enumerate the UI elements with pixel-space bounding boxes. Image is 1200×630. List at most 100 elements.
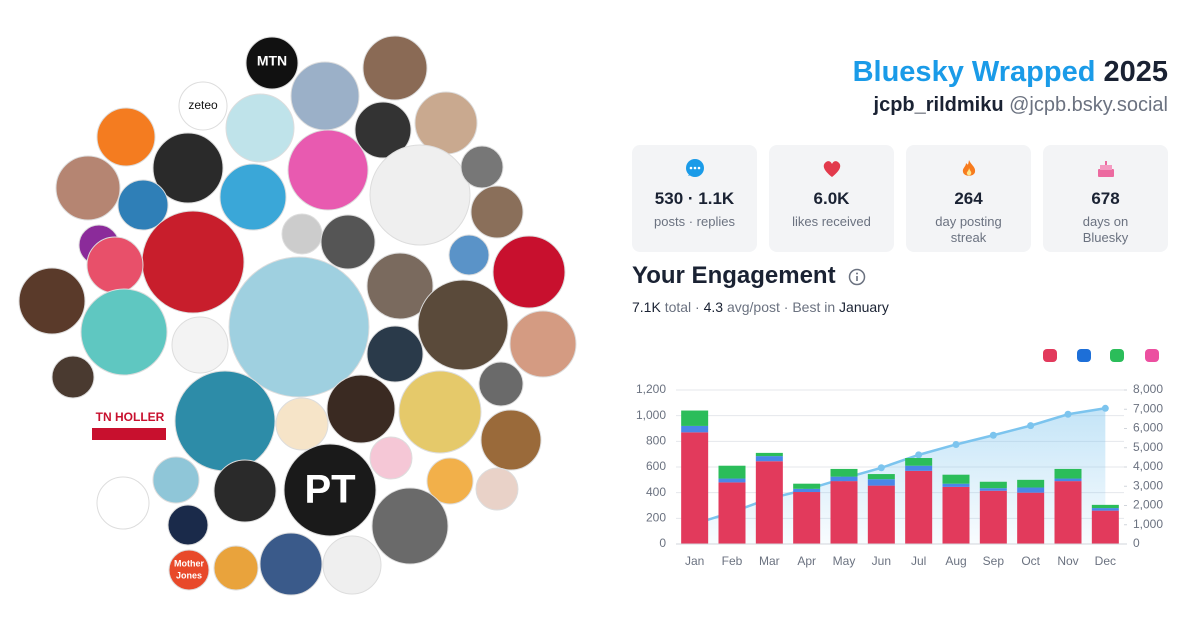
summary-text: total · bbox=[664, 299, 700, 315]
avatar bbox=[371, 487, 449, 565]
avatar bbox=[152, 456, 200, 504]
title-brand: Bluesky Wrapped bbox=[852, 56, 1096, 88]
avatar bbox=[55, 155, 121, 221]
avatar bbox=[369, 144, 471, 246]
bar-segment bbox=[979, 488, 1007, 491]
avatar bbox=[96, 107, 156, 167]
bar-segment bbox=[718, 465, 746, 479]
bar-segment bbox=[681, 425, 709, 433]
avatar-logo: Mother bbox=[174, 558, 204, 568]
stat-card: 6.0K likes received bbox=[769, 145, 894, 252]
bar-segment bbox=[905, 458, 933, 466]
y2-tick-label: 4,000 bbox=[1133, 459, 1163, 473]
bar-segment bbox=[830, 468, 858, 477]
y2-tick-label: 0 bbox=[1133, 536, 1140, 550]
bar-segment bbox=[1054, 468, 1082, 479]
x-tick-label: Jun bbox=[872, 554, 891, 568]
avatar bbox=[178, 81, 228, 131]
x-tick-label: May bbox=[833, 554, 856, 568]
avatar bbox=[168, 549, 210, 591]
line-point bbox=[915, 451, 923, 459]
bar-segment bbox=[867, 474, 895, 480]
avatar bbox=[448, 234, 490, 276]
stat-cards: 530 · 1.1K posts · replies 6.0K likes re… bbox=[632, 145, 1168, 252]
legend-icon bbox=[1145, 349, 1159, 362]
avatar bbox=[417, 279, 509, 371]
x-tick-label: Jan bbox=[685, 554, 704, 568]
bar-segment bbox=[1017, 479, 1045, 488]
user: jcpb_rildmiku @jcpb.bsky.social bbox=[874, 94, 1168, 117]
bar-segment bbox=[1091, 508, 1119, 511]
bar-segment bbox=[681, 432, 709, 544]
icon-cake bbox=[1097, 161, 1114, 177]
legend-icon bbox=[1077, 349, 1091, 362]
x-tick-label: Jul bbox=[911, 554, 926, 568]
bar-segment bbox=[1054, 481, 1082, 544]
stat-label: likes received bbox=[792, 214, 871, 229]
summary-text: avg/post · Best in bbox=[726, 299, 836, 315]
stat-card: 530 · 1.1K posts · replies bbox=[632, 145, 757, 252]
y-tick-label: 0 bbox=[659, 536, 666, 550]
avatar bbox=[366, 325, 424, 383]
y-tick-label: 400 bbox=[646, 485, 666, 499]
stat-label: days on Bluesky bbox=[1082, 214, 1129, 245]
line-point bbox=[1101, 404, 1109, 412]
avatar bbox=[86, 236, 144, 294]
bar-segment bbox=[942, 486, 970, 544]
info-icon[interactable] bbox=[848, 268, 866, 286]
avatar bbox=[478, 361, 524, 407]
bar-segment bbox=[793, 492, 821, 544]
bar-segment bbox=[867, 485, 895, 544]
avatar bbox=[174, 370, 276, 472]
line-point bbox=[1064, 410, 1072, 418]
engagement-title-text: Your Engagement bbox=[632, 262, 836, 289]
y-tick-label: 600 bbox=[646, 459, 666, 473]
summary-total: 7.1K bbox=[632, 299, 661, 315]
summary-avg: 4.3 bbox=[703, 299, 724, 315]
bar-segment bbox=[1091, 510, 1119, 544]
icon-fire bbox=[962, 160, 975, 176]
bar-segment bbox=[1091, 504, 1119, 509]
y2-tick-label: 2,000 bbox=[1133, 498, 1163, 512]
line-point bbox=[989, 431, 997, 439]
y2-tick-label: 7,000 bbox=[1133, 401, 1163, 415]
stat-value: 678 bbox=[1091, 189, 1120, 208]
avatar bbox=[18, 267, 86, 335]
avatar bbox=[460, 145, 504, 189]
avatar bbox=[281, 213, 323, 255]
bar-segment bbox=[755, 461, 783, 544]
y-tick-label: 1,000 bbox=[636, 408, 666, 422]
avatar bbox=[470, 185, 524, 239]
bar-segment bbox=[1017, 487, 1045, 493]
bar-segment bbox=[942, 483, 970, 487]
x-tick-label: Mar bbox=[759, 554, 780, 568]
title: Bluesky Wrapped 2025 bbox=[853, 56, 1168, 89]
x-tick-label: Aug bbox=[945, 554, 966, 568]
bar-segment bbox=[755, 452, 783, 457]
avatar-logo: Jones bbox=[176, 570, 202, 580]
summary-best: January bbox=[839, 299, 889, 315]
bar-segment bbox=[830, 476, 858, 482]
avatar bbox=[117, 179, 169, 231]
avatar bbox=[225, 93, 295, 163]
x-tick-label: Oct bbox=[1021, 554, 1040, 568]
avatar bbox=[283, 443, 377, 537]
avatar bbox=[320, 214, 376, 270]
line-point bbox=[877, 464, 885, 472]
icon-posts bbox=[685, 159, 704, 177]
display-name: jcpb_rildmiku bbox=[873, 94, 1004, 116]
avatar bbox=[366, 252, 434, 320]
avatar bbox=[213, 545, 259, 591]
x-tick-label: Dec bbox=[1095, 554, 1116, 568]
avatar bbox=[287, 129, 369, 211]
avatar bbox=[275, 397, 329, 451]
x-tick-label: Apr bbox=[797, 554, 816, 568]
avatar bbox=[141, 210, 245, 314]
y-tick-label: 200 bbox=[646, 511, 666, 525]
x-tick-label: Feb bbox=[722, 554, 743, 568]
bar-segment bbox=[755, 456, 783, 462]
line-point bbox=[952, 440, 960, 448]
bar-segment bbox=[793, 488, 821, 493]
stat-card: 678 days on Bluesky bbox=[1043, 145, 1168, 252]
